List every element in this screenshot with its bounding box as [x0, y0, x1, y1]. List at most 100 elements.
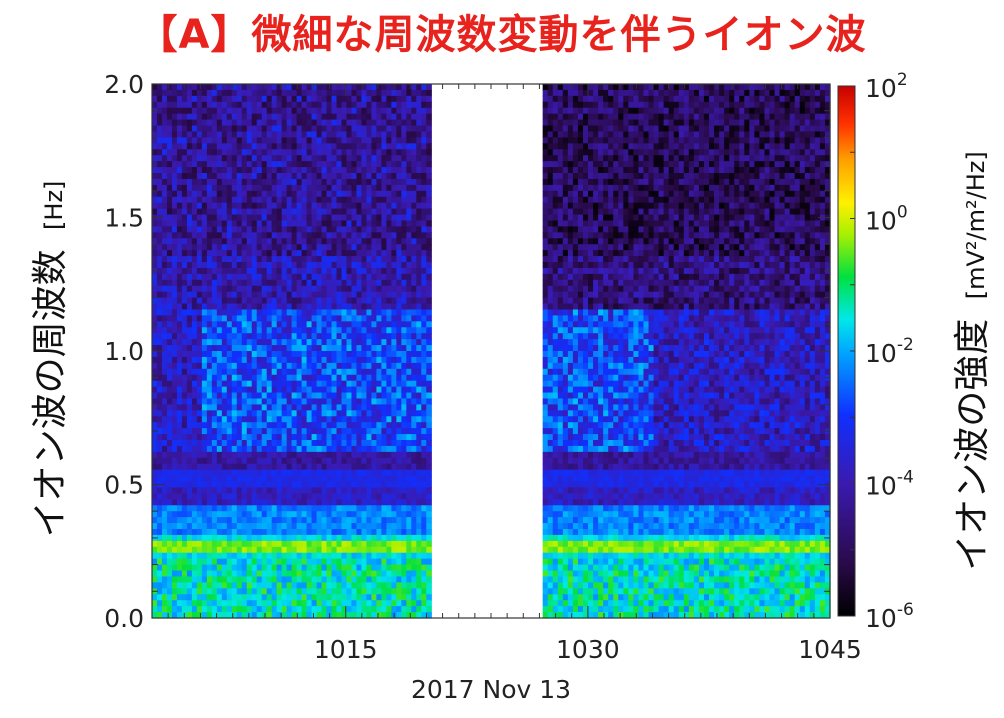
spectrogram-cell — [346, 440, 353, 447]
spectrogram-cell — [411, 374, 417, 382]
spectrogram-cell — [386, 137, 392, 144]
spectrogram-cell — [176, 107, 183, 115]
spectrogram-cell — [421, 238, 427, 245]
spectrogram-cell — [306, 499, 313, 506]
spectrogram-cell — [181, 220, 188, 227]
spectrogram-cell — [256, 398, 263, 405]
spectrogram-cell — [246, 273, 253, 281]
spectrogram-cell — [411, 410, 417, 417]
spectrogram-cell — [241, 262, 248, 269]
spectrogram-cell — [291, 315, 298, 322]
spectrogram-cell — [341, 398, 348, 405]
spectrogram-cell — [366, 380, 373, 388]
spectrogram-cell — [156, 552, 163, 560]
spectrogram-cell — [391, 475, 397, 483]
spectrogram-cell — [361, 267, 368, 275]
spectrogram-cell — [381, 232, 387, 239]
spectrogram-cell — [201, 184, 208, 192]
spectrogram-cell — [216, 208, 223, 216]
spectrogram-cell — [296, 594, 303, 601]
spectrogram-cell — [176, 356, 183, 364]
spectrogram-cell — [381, 487, 387, 494]
spectrogram-cell — [286, 606, 293, 613]
spectrogram-cell — [296, 457, 303, 465]
spectrogram-cell — [236, 552, 243, 560]
spectrogram-cell — [381, 273, 387, 281]
spectrogram-cell — [291, 368, 298, 376]
spectrogram-cell — [381, 475, 387, 483]
spectrogram-cell — [221, 315, 228, 322]
spectrogram-cell — [311, 167, 318, 174]
spectrogram-cell — [196, 113, 203, 121]
spectrogram-cell — [161, 505, 168, 512]
spectrogram-cell — [276, 505, 283, 512]
spectrogram-cell — [411, 226, 417, 233]
spectrogram-cell — [256, 445, 263, 453]
spectrogram-cell — [171, 143, 178, 150]
spectrogram-cell — [266, 173, 273, 180]
spectrogram-cell — [156, 463, 163, 471]
spectrogram-cell — [171, 315, 178, 322]
spectrogram-cell — [196, 362, 203, 370]
spectrogram-cell — [211, 588, 218, 595]
spectrogram-cell — [221, 380, 228, 388]
spectrogram-cell — [191, 600, 198, 607]
spectrogram-cell — [176, 238, 183, 245]
spectrogram-cell — [316, 321, 323, 328]
spectrogram-cell — [326, 558, 333, 566]
spectrogram-cell — [181, 149, 188, 156]
spectrogram-cell — [216, 262, 223, 269]
spectrogram-cell — [226, 410, 233, 417]
spectrogram-cell — [261, 256, 268, 263]
spectrogram-cell — [366, 487, 373, 494]
spectrogram-cell — [326, 226, 333, 233]
spectrogram-cell — [231, 202, 238, 210]
spectrogram-cell — [381, 505, 387, 512]
spectrogram-cell — [196, 279, 203, 287]
spectrogram-cell — [261, 523, 268, 530]
spectrogram-cell — [371, 487, 378, 494]
spectrogram-cell — [171, 428, 178, 435]
spectrogram-cell — [356, 345, 363, 352]
spectrogram-cell — [251, 178, 258, 186]
spectrogram-cell — [336, 196, 343, 204]
spectrogram-cell — [376, 315, 382, 322]
spectrogram-cell — [406, 534, 412, 542]
spectrogram-cell — [251, 250, 258, 257]
spectrogram-cell — [401, 273, 407, 281]
spectrogram-cell — [276, 131, 283, 138]
spectrogram-cell — [241, 380, 248, 388]
spectrogram-cell — [371, 95, 378, 103]
spectrogram-cell — [351, 173, 358, 180]
spectrogram-cell — [296, 475, 303, 483]
spectrogram-cell — [241, 297, 248, 305]
spectrogram-cell — [371, 167, 378, 174]
spectrogram-cell — [201, 214, 208, 222]
spectrogram-cell — [276, 380, 283, 388]
spectrogram-cell — [211, 546, 218, 554]
spectrogram-cell — [411, 434, 417, 441]
spectrogram-cell — [226, 173, 233, 180]
spectrogram-cell — [331, 125, 338, 133]
spectrogram-cell — [401, 570, 407, 578]
spectrogram-cell — [211, 534, 218, 542]
spectrogram-cell — [266, 440, 273, 447]
spectrogram-cell — [346, 475, 353, 483]
spectrogram-cell — [331, 511, 338, 518]
spectrogram-cell — [366, 600, 373, 607]
spectrogram-cell — [321, 380, 328, 388]
spectrogram-cell — [381, 374, 387, 382]
spectrogram-cell — [301, 285, 308, 293]
spectrogram-cell — [186, 107, 193, 115]
spectrogram-cell — [156, 410, 163, 417]
spectrogram-cell — [286, 552, 293, 560]
spectrogram-cell — [152, 143, 158, 150]
spectrogram-cell — [391, 570, 397, 578]
spectrogram-cell — [316, 517, 323, 524]
spectrogram-cell — [216, 493, 223, 500]
spectrogram-cell — [186, 196, 193, 204]
spectrogram-cell — [191, 143, 198, 150]
spectrogram-cell — [256, 416, 263, 423]
spectrogram-cell — [251, 356, 258, 364]
spectrogram-cell — [286, 84, 293, 91]
